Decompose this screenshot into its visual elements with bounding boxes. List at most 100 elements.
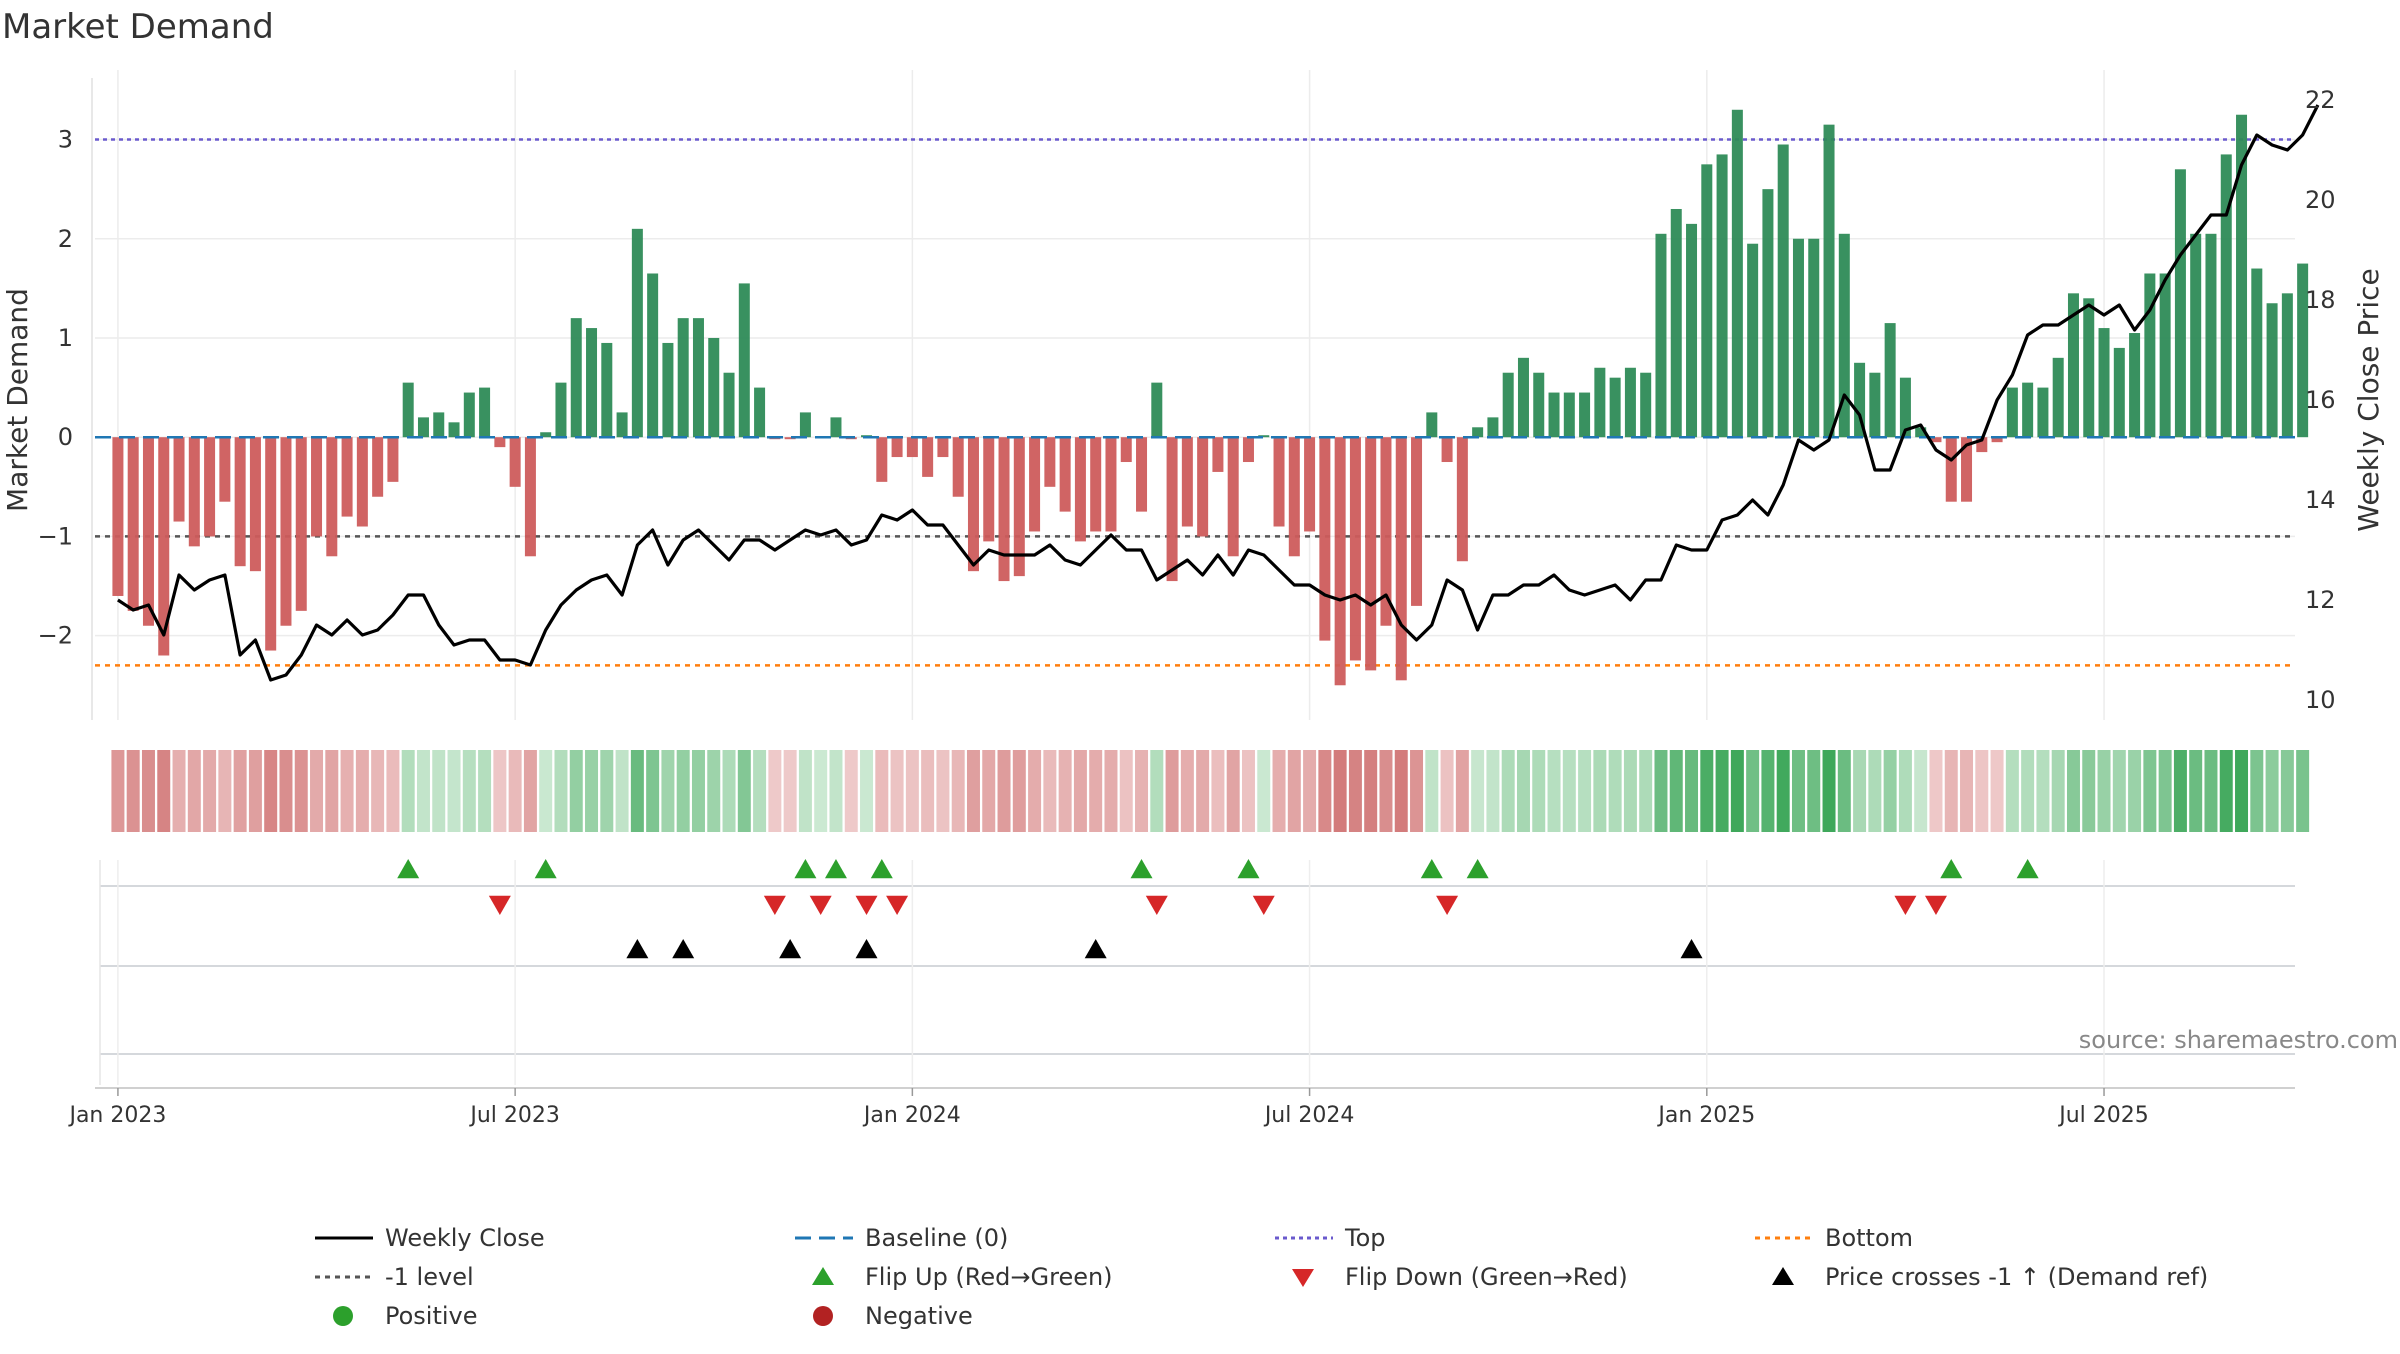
demand-bar-negative <box>952 437 964 497</box>
y-tick-label: 1 <box>58 324 73 352</box>
heat-cell-positive <box>814 750 828 832</box>
heat-cell-positive <box>2173 750 2187 832</box>
heat-cell-positive <box>2158 750 2172 832</box>
flip-up-marker <box>1940 859 1963 879</box>
legend-label-flip-down: Flip Down (Green→Red) <box>1345 1263 1628 1291</box>
heat-cell-positive <box>722 750 736 832</box>
demand-bar-negative <box>876 437 888 482</box>
demand-bar-positive <box>1533 372 1545 438</box>
demand-bar-negative <box>356 437 368 527</box>
heat-cell-positive <box>860 750 874 832</box>
flip-up-marker <box>870 859 893 879</box>
heat-cell-positive <box>569 750 583 832</box>
demand-bar-positive <box>1884 323 1896 438</box>
heat-cell-positive <box>462 750 476 832</box>
demand-bar-positive <box>662 342 674 438</box>
heat-cell-positive <box>1898 750 1912 832</box>
heat-cell-positive <box>1608 750 1622 832</box>
demand-bar-negative <box>372 437 384 497</box>
heat-cell-positive <box>630 750 644 832</box>
demand-bar-negative <box>1212 437 1224 472</box>
heat-cell-negative <box>340 750 354 832</box>
flip-up-marker <box>1237 859 1260 879</box>
heat-cell-negative <box>493 750 507 832</box>
heat-cell-negative <box>1180 750 1194 832</box>
legend-label-positive: Positive <box>385 1302 478 1330</box>
heat-cell-positive <box>554 750 568 832</box>
y2-tick-label: 16 <box>2305 386 2336 414</box>
demand-bar-negative <box>1273 437 1285 527</box>
demand-bar-positive <box>708 337 720 438</box>
legend-label-bottom: Bottom <box>1825 1224 1913 1252</box>
heat-cell-negative <box>1440 750 1454 832</box>
heat-cell-negative <box>1028 750 1042 832</box>
demand-bar-positive <box>570 318 582 438</box>
heat-cell-negative <box>1960 750 1974 832</box>
heat-cell-positive <box>2143 750 2157 832</box>
heat-cell-negative <box>1043 750 1057 832</box>
heat-cell-positive <box>1425 750 1439 832</box>
flip-down-marker <box>1924 895 1947 915</box>
heat-cell-negative <box>1975 750 1989 832</box>
heat-cell-positive <box>416 750 430 832</box>
heat-cell-positive <box>1471 750 1485 832</box>
demand-bar-positive <box>2022 382 2034 438</box>
heat-cell-negative <box>264 750 278 832</box>
source-text: source: sharemaestro.com <box>2079 1026 2398 1054</box>
heat-cell-positive <box>661 750 675 832</box>
demand-bar-negative <box>1013 437 1025 577</box>
heat-cell-negative <box>1119 750 1133 832</box>
heat-cell-positive <box>676 750 690 832</box>
flip-up-legend-icon <box>812 1267 834 1285</box>
heat-cell-positive <box>585 750 599 832</box>
demand-bar-positive <box>1747 243 1759 438</box>
y2-tick-label: 12 <box>2305 586 2336 614</box>
demand-bar-positive <box>2281 293 2293 438</box>
flip-down-marker <box>809 895 832 915</box>
demand-bar-positive <box>2220 154 2232 438</box>
heat-cell-positive <box>600 750 614 832</box>
demand-bar-positive <box>2129 333 2141 438</box>
heat-cell-negative <box>279 750 293 832</box>
heat-cell-negative <box>1287 750 1301 832</box>
demand-bar-negative <box>1136 437 1148 512</box>
demand-bar-positive <box>433 412 445 438</box>
heat-cell-negative <box>844 750 858 832</box>
price-cross-marker <box>626 939 649 959</box>
heat-cell-negative <box>768 750 782 832</box>
weekly-close-line <box>117 104 2320 682</box>
flip-up-marker <box>2016 859 2039 879</box>
demand-bar-negative <box>158 437 170 656</box>
heat-cell-positive <box>2036 750 2050 832</box>
demand-bar-positive <box>1838 233 1850 438</box>
heat-cell-positive <box>2082 750 2096 832</box>
demand-bar-positive <box>1792 238 1804 438</box>
heat-cell-negative <box>141 750 155 832</box>
demand-bar-negative <box>265 437 277 651</box>
heat-cell-positive <box>1654 750 1668 832</box>
legend-label-flip-up: Flip Up (Red→Green) <box>865 1263 1113 1291</box>
heat-cell-negative <box>310 750 324 832</box>
heat-cell-positive <box>2051 750 2065 832</box>
x-tick-label: Jan 2025 <box>1656 1103 1755 1128</box>
heat-cell-negative <box>172 750 186 832</box>
demand-bar-negative <box>1166 437 1178 582</box>
legend-label-negative: Negative <box>865 1302 973 1330</box>
heat-cell-negative <box>1104 750 1118 832</box>
price-cross-marker <box>855 939 878 959</box>
flip-down-marker <box>1252 895 1275 915</box>
legend-label-price-cross: Price crosses -1 ↑ (Demand ref) <box>1825 1263 2208 1291</box>
demand-bar-negative <box>1334 437 1346 686</box>
demand-bar-negative <box>1441 437 1453 463</box>
heat-cell-negative <box>1165 750 1179 832</box>
price-cross-legend-icon <box>1772 1267 1794 1285</box>
heat-cell-positive <box>1593 750 1607 832</box>
demand-bar-negative <box>219 437 231 502</box>
demand-bar-negative <box>1090 437 1102 532</box>
demand-bar-positive <box>1686 223 1698 438</box>
demand-bar-negative <box>1242 437 1254 463</box>
price-cross-marker <box>1084 939 1107 959</box>
x-axis: Jan 2023 Jul 2023 Jan 2024 Jul 2024 Jan 2025… <box>67 1087 2295 1128</box>
demand-bar-negative <box>142 437 154 626</box>
